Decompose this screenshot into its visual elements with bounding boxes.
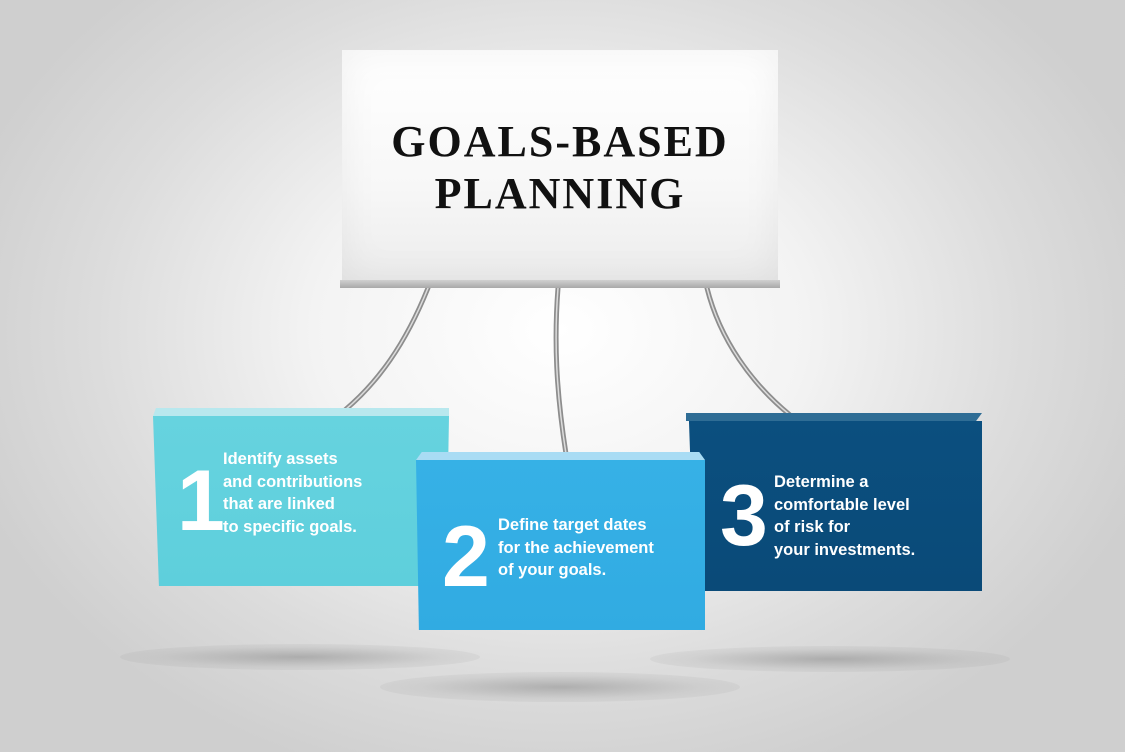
step-3-number: 3 [720, 468, 768, 564]
step-3-box-top [686, 413, 982, 421]
wire-to-step-1-highlight [344, 287, 429, 411]
step-3-box: 3 Determine a comfortable level of risk … [686, 413, 982, 591]
step-2-box: 2 Define target dates for the achievemen… [416, 452, 705, 630]
step-2-box-face [416, 460, 705, 630]
step-1-box-face [153, 416, 449, 586]
floor-shadow-left [120, 644, 480, 670]
floor-shadow-right [650, 646, 1010, 672]
title-line-2: PLANNING [434, 169, 686, 218]
step-1-line-1: Identify assets [223, 450, 338, 468]
wire-to-step-3 [704, 285, 793, 418]
step-1-line-3: that are linked [223, 495, 335, 513]
step-3-text: Determine a comfortable level of risk fo… [774, 471, 915, 561]
step-1-box-top [153, 408, 449, 416]
title-sign-face [342, 50, 778, 280]
step-3-line-4: your investments. [774, 540, 916, 559]
title-line-1: GOALS-BASED [391, 117, 729, 166]
step-2-line-2: for the achievement [498, 538, 654, 557]
step-3-box-face [688, 421, 982, 591]
title-sign: GOALS-BASED PLANNING [340, 50, 780, 288]
step-1-number: 1 [177, 453, 225, 549]
step-1-line-4: to specific goals. [223, 517, 357, 536]
floor-shadow-center [380, 672, 740, 702]
title-sign-edge [340, 280, 780, 288]
step-1-line-2: and contributions [223, 472, 363, 491]
step-2-text: Define target dates for the achievement … [498, 514, 654, 582]
step-2-line-1: Define target dates [498, 516, 647, 534]
step-1-text: Identify assets and contributions that a… [223, 448, 362, 538]
diagram-title: GOALS-BASED PLANNING [342, 116, 778, 220]
wire-to-step-2-highlight [555, 287, 567, 455]
wire-to-step-1 [342, 285, 431, 413]
step-3-line-2: comfortable level [774, 495, 910, 514]
step-2-box-top [416, 452, 705, 460]
wire-to-step-3-highlight [706, 287, 791, 416]
step-3-line-3: of risk for [774, 518, 851, 536]
step-2-number: 2 [442, 509, 490, 605]
step-3-line-1: Determine a [774, 473, 869, 491]
step-2-line-3: of your goals. [498, 561, 607, 579]
step-1-box: 1 Identify assets and contributions that… [153, 408, 449, 586]
